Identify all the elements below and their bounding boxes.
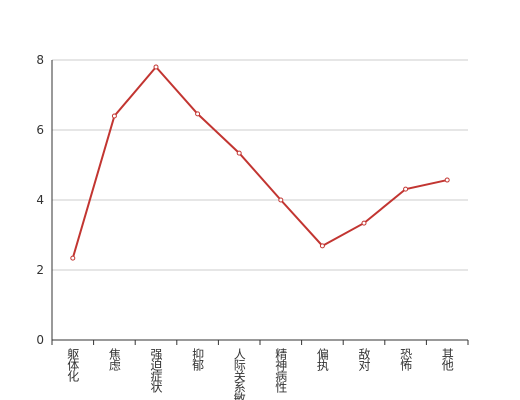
point [319, 243, 325, 249]
point [111, 113, 117, 119]
point [236, 150, 242, 156]
y-tick-label: 8 [36, 53, 44, 67]
x-tick-label: 偏执 [315, 347, 329, 372]
x-tick-label: 抑郁 [191, 347, 205, 372]
point [444, 177, 450, 183]
point [361, 220, 367, 226]
x-tick-label: 焦虑 [107, 348, 121, 371]
line [71, 65, 448, 259]
x-tick-label: 其他 [440, 348, 454, 371]
point [70, 255, 76, 261]
point [153, 64, 159, 70]
point [195, 111, 201, 117]
y-tick-label: 4 [36, 193, 44, 207]
x-tick-label: 精神病性 [274, 348, 288, 394]
y-tick-label: 2 [36, 263, 44, 277]
point [403, 186, 409, 192]
y-tick-label: 6 [36, 123, 44, 137]
x-tick-label: 强迫症状 [149, 348, 163, 393]
x-tick-label: 躯体化 [66, 347, 80, 383]
x-tick-label: 敌对 [357, 347, 371, 371]
x-tick-label: 人际关系敏感 [232, 348, 246, 400]
x-tick-label: 恐怖 [399, 348, 413, 371]
y-tick-label: 0 [36, 333, 44, 347]
point [278, 197, 284, 203]
